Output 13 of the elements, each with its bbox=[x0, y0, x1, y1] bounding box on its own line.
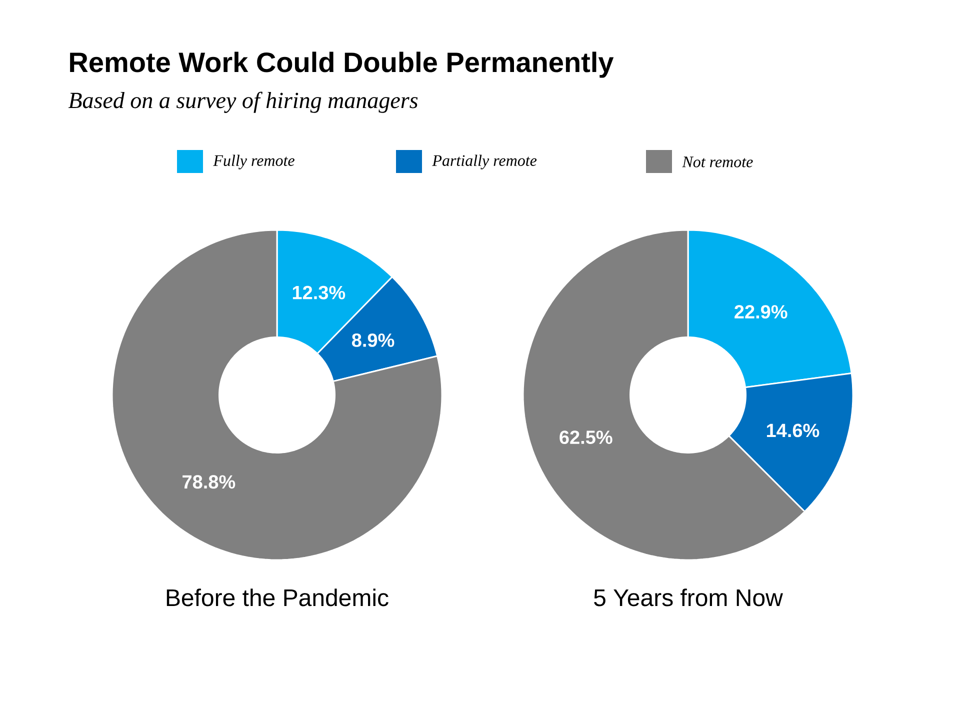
legend-label: Partially remote bbox=[432, 154, 537, 170]
data-label: 78.8% bbox=[182, 475, 236, 489]
text: 5 Years from Now bbox=[594, 588, 783, 606]
data-label: 14.6% bbox=[766, 424, 820, 438]
data-label: 62.5% bbox=[560, 430, 612, 444]
data-label: 12.3% bbox=[292, 286, 346, 300]
chart-title: Remote Work Could Double Permanently bbox=[70, 52, 614, 78]
data-label: 8.9% bbox=[352, 333, 394, 347]
legend-label: Not remote bbox=[682, 156, 753, 168]
data-label: 22.9% bbox=[734, 305, 788, 319]
text: Before the Pandemic bbox=[166, 588, 388, 606]
legend-label: Fully remote bbox=[213, 154, 294, 170]
chart-subtitle: Based on a survey of hiring managers bbox=[68, 92, 418, 113]
